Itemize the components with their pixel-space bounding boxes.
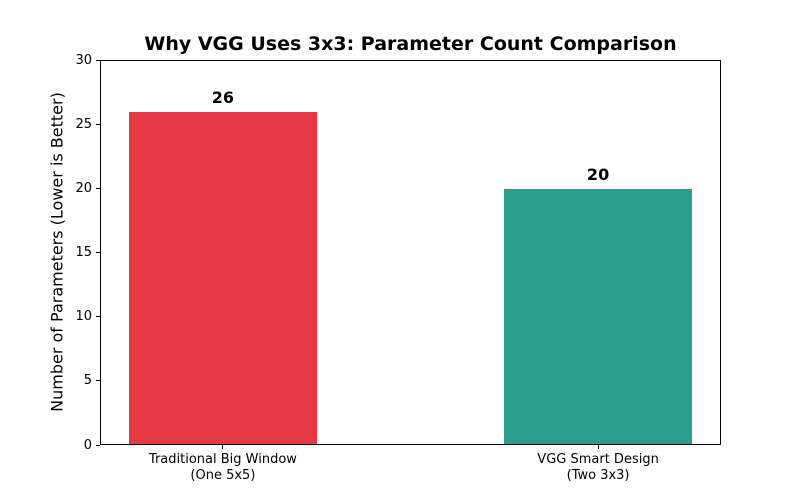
bar-1 xyxy=(504,188,692,444)
y-tick-label: 30 xyxy=(75,52,92,68)
y-tick-label: 25 xyxy=(75,116,92,132)
y-tick-label: 0 xyxy=(83,437,92,453)
y-tick-label: 15 xyxy=(75,245,92,260)
bar-0 xyxy=(129,112,317,444)
y-tick-mark xyxy=(96,380,100,382)
y-tick-mark xyxy=(96,59,100,61)
y-tick-mark xyxy=(96,444,100,446)
y-tick-label: 10 xyxy=(75,309,92,325)
chart-title: Why VGG Uses 3x3: Parameter Count Compar… xyxy=(144,33,677,55)
x-tick-mark xyxy=(597,445,599,449)
y-tick-label: 5 xyxy=(83,373,92,389)
y-tick-mark xyxy=(96,123,100,125)
bar-value-label-0: 26 xyxy=(211,88,235,108)
y-tick-mark xyxy=(96,252,100,253)
bar-value-label-1: 20 xyxy=(586,164,610,184)
y-tick-mark xyxy=(96,316,100,318)
plot-area: 26 20 xyxy=(100,60,721,445)
x-tick-label-0: Traditional Big Window (One 5x5) xyxy=(148,452,297,483)
x-tick-label-1: VGG Smart Design (Two 3x3) xyxy=(537,452,659,483)
x-tick-mark xyxy=(222,445,224,449)
y-tick-label: 20 xyxy=(75,180,92,196)
y-tick-mark xyxy=(96,187,100,189)
